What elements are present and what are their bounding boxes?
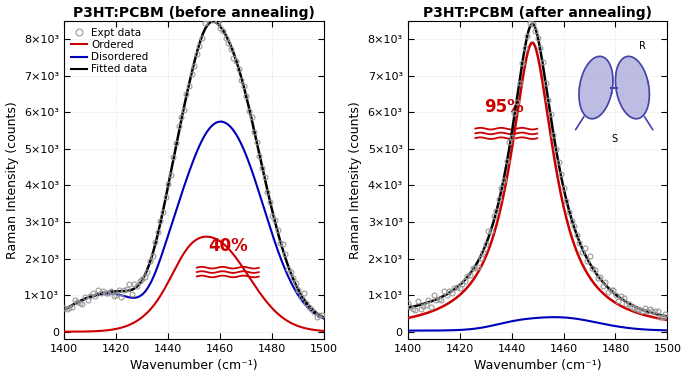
- Title: P3HT:PCBM (before annealing): P3HT:PCBM (before annealing): [73, 6, 315, 20]
- Title: P3HT:PCBM (after annealing): P3HT:PCBM (after annealing): [423, 6, 652, 20]
- Text: 95%: 95%: [484, 98, 523, 116]
- Text: 40%: 40%: [208, 237, 248, 255]
- Legend: Expt data, Ordered, Disordered, Fitted data: Expt data, Ordered, Disordered, Fitted d…: [67, 24, 153, 78]
- X-axis label: Wavenumber (cm⁻¹): Wavenumber (cm⁻¹): [474, 359, 601, 372]
- Y-axis label: Raman Intensity (counts): Raman Intensity (counts): [5, 101, 19, 259]
- Y-axis label: Raman Intensity (counts): Raman Intensity (counts): [349, 101, 362, 259]
- X-axis label: Wavenumber (cm⁻¹): Wavenumber (cm⁻¹): [131, 359, 258, 372]
